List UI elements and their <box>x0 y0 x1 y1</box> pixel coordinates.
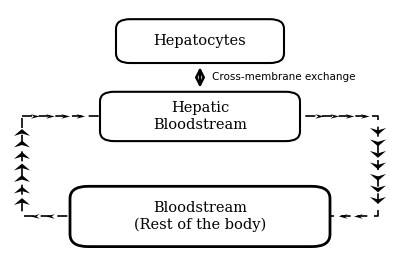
Polygon shape <box>14 129 30 136</box>
Polygon shape <box>330 114 339 119</box>
FancyBboxPatch shape <box>116 19 284 63</box>
FancyBboxPatch shape <box>70 186 330 247</box>
Polygon shape <box>14 164 30 170</box>
Text: Bloodstream
(Rest of the body): Bloodstream (Rest of the body) <box>134 201 266 232</box>
Polygon shape <box>14 175 30 182</box>
Polygon shape <box>14 198 30 205</box>
Polygon shape <box>31 114 40 119</box>
Text: Cross-membrane exchange: Cross-membrane exchange <box>212 72 356 82</box>
Polygon shape <box>46 114 55 119</box>
FancyBboxPatch shape <box>100 92 300 141</box>
Polygon shape <box>14 187 30 193</box>
Polygon shape <box>14 141 30 147</box>
Text: Hepatic
Bloodstream: Hepatic Bloodstream <box>153 101 247 132</box>
Polygon shape <box>370 197 386 204</box>
Polygon shape <box>339 214 348 219</box>
Polygon shape <box>370 162 386 169</box>
Polygon shape <box>370 174 386 181</box>
Polygon shape <box>370 139 386 146</box>
Polygon shape <box>354 214 363 219</box>
Polygon shape <box>315 114 324 119</box>
Polygon shape <box>346 114 354 119</box>
Polygon shape <box>31 214 40 219</box>
Polygon shape <box>61 114 70 119</box>
Polygon shape <box>370 185 386 192</box>
Text: Hepatocytes: Hepatocytes <box>154 34 246 48</box>
Polygon shape <box>76 114 85 119</box>
Polygon shape <box>361 114 370 119</box>
Polygon shape <box>46 214 55 219</box>
Polygon shape <box>370 151 386 158</box>
Polygon shape <box>14 152 30 159</box>
Polygon shape <box>370 128 386 135</box>
